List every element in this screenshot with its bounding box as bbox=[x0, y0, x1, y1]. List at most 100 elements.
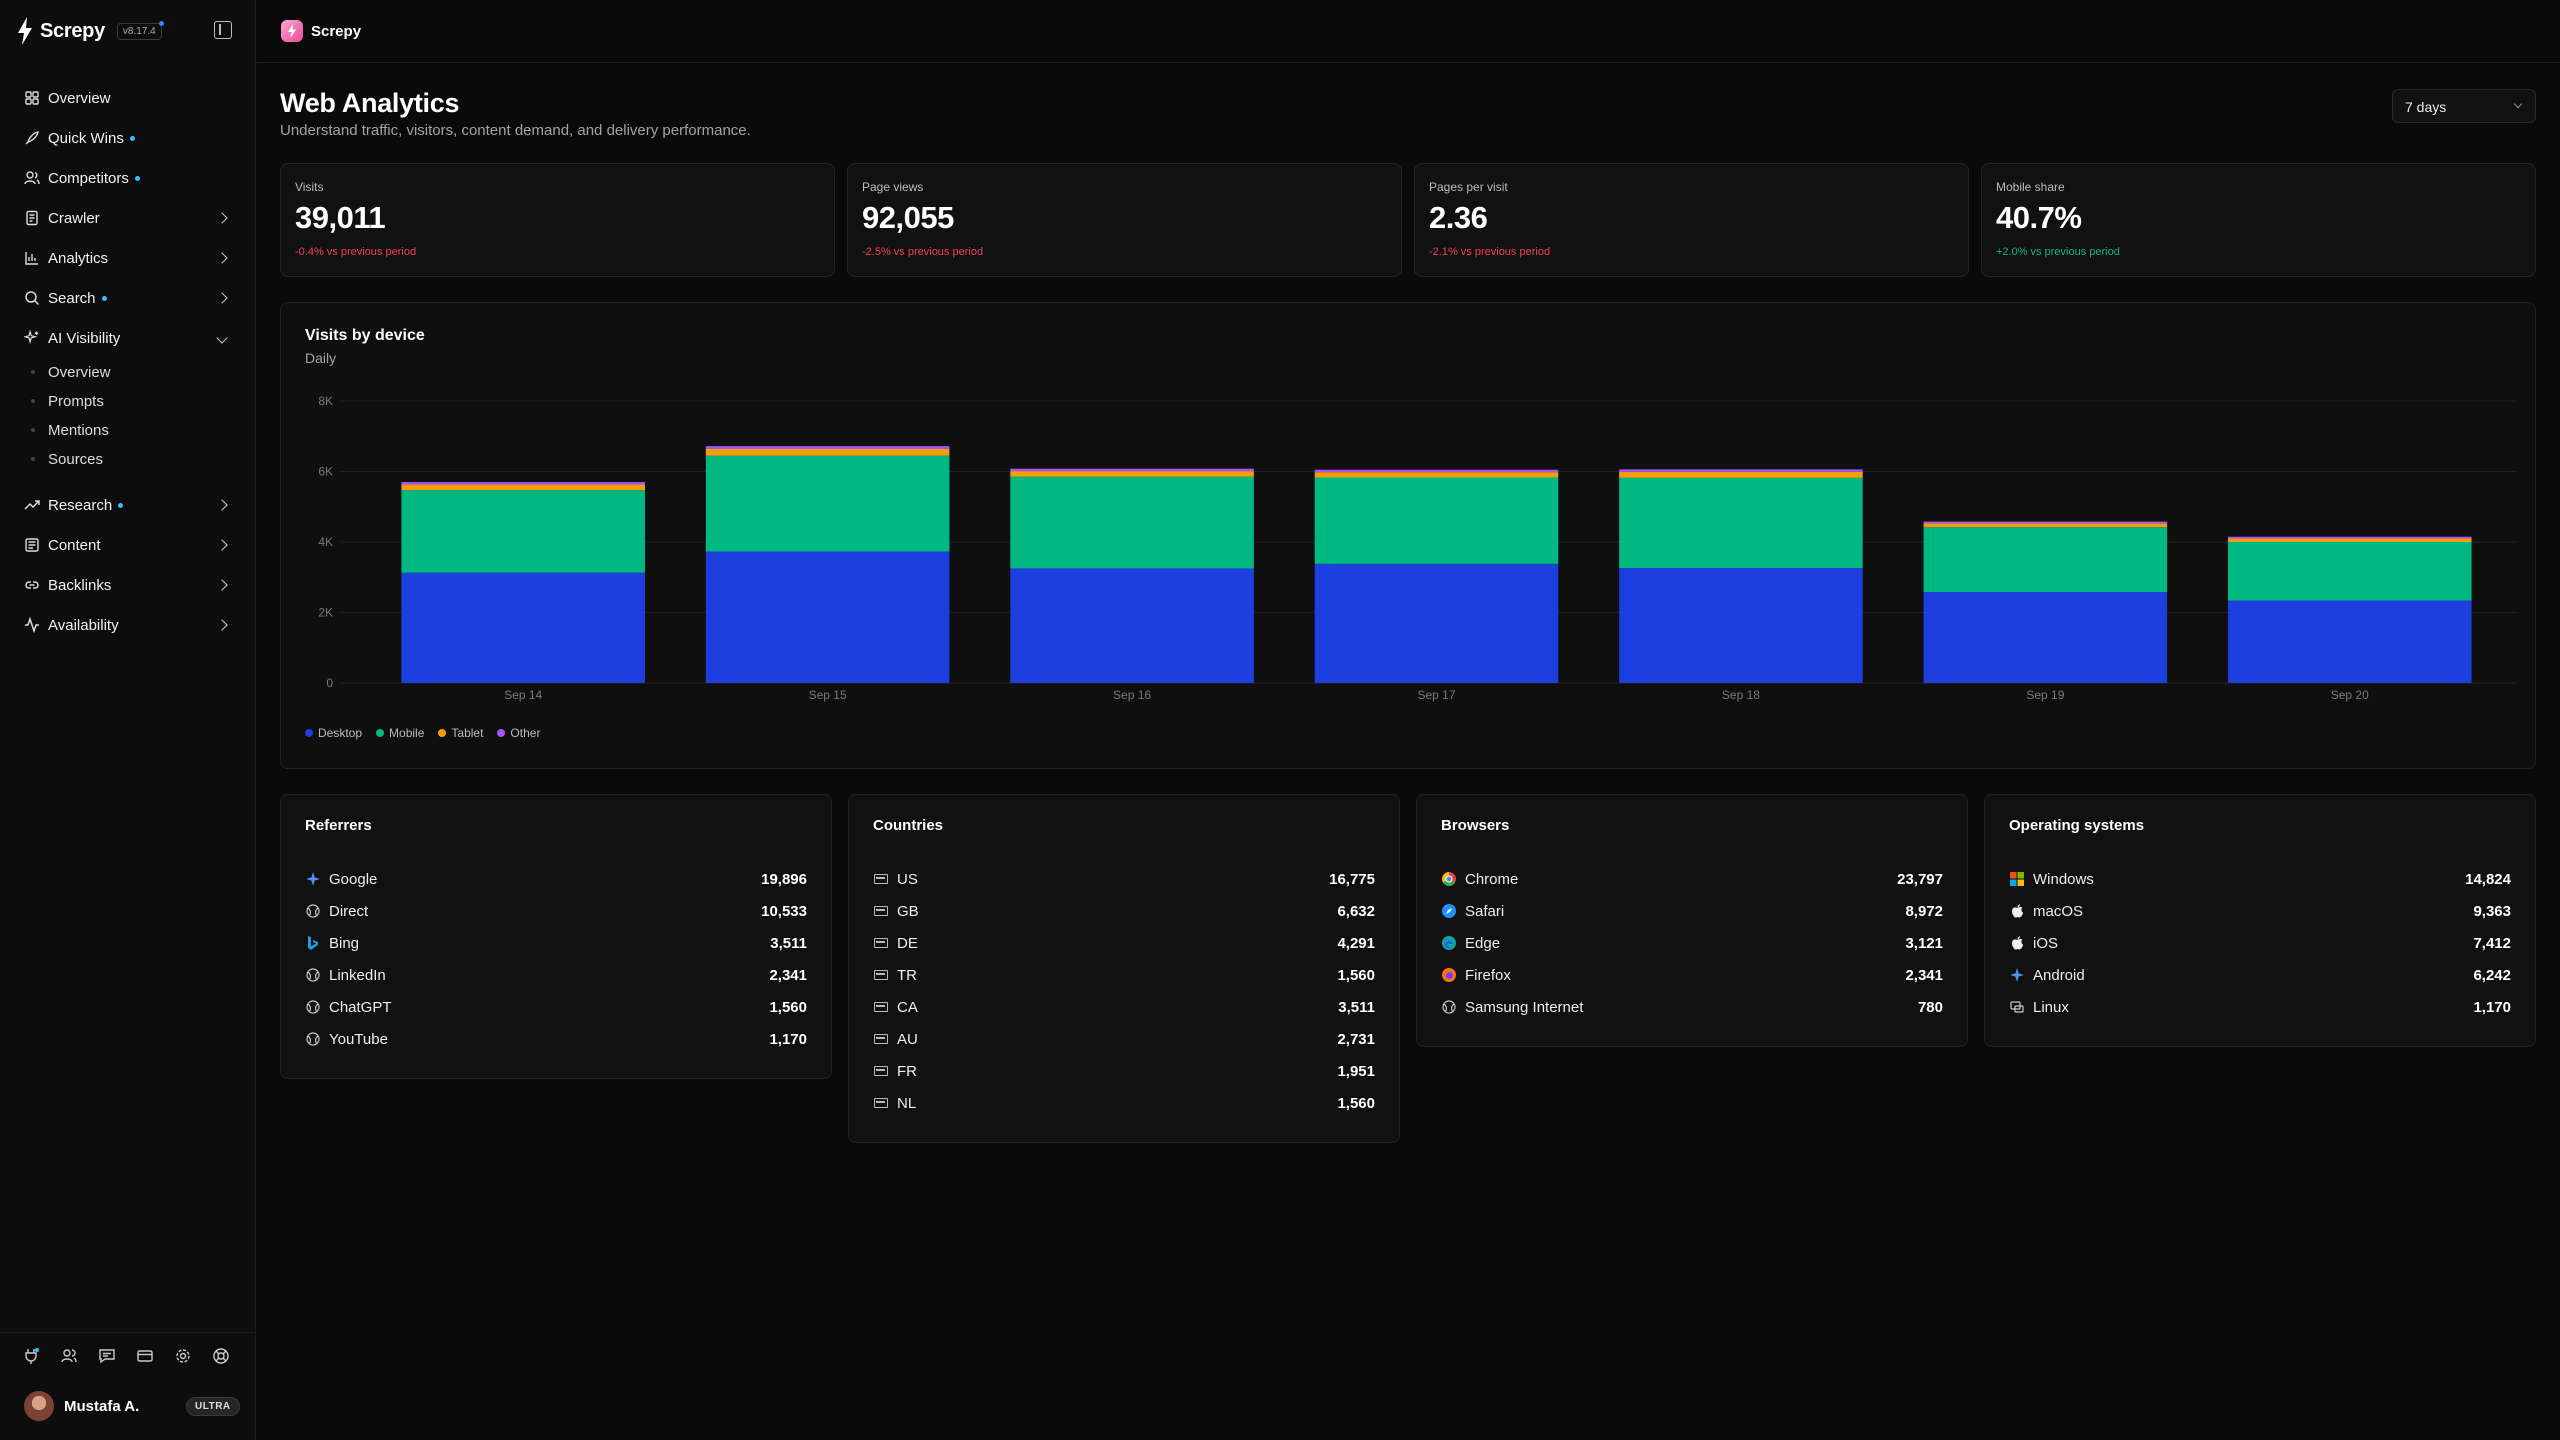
list-item[interactable]: Linux 1,170 bbox=[2009, 991, 2511, 1023]
legend-item-other[interactable]: Other bbox=[497, 726, 540, 740]
bar-segment-mobile bbox=[401, 490, 645, 573]
sidebar-item-search[interactable]: Search bbox=[0, 278, 256, 318]
list-item[interactable]: Edge 3,121 bbox=[1441, 927, 1943, 959]
item-value: 8,972 bbox=[1905, 902, 1943, 920]
legend-swatch bbox=[497, 729, 506, 737]
list-item[interactable]: CA 3,511 bbox=[873, 991, 1375, 1023]
list-item[interactable]: TR 1,560 bbox=[873, 959, 1375, 991]
help-icon[interactable] bbox=[212, 1347, 230, 1365]
legend-item-desktop[interactable]: Desktop bbox=[305, 726, 362, 740]
new-dot bbox=[118, 502, 124, 508]
list-item[interactable]: AU 2,731 bbox=[873, 1023, 1375, 1055]
list-item[interactable]: Google 19,896 bbox=[305, 863, 807, 895]
sidebar-toggle-icon[interactable] bbox=[214, 21, 232, 39]
plan-badge: ULTRA bbox=[186, 1397, 240, 1416]
user-menu[interactable]: Mustafa A. bbox=[24, 1391, 139, 1421]
sidebar-item-competitors[interactable]: Competitors bbox=[0, 158, 256, 198]
list-item[interactable]: YouTube 1,170 bbox=[305, 1023, 807, 1055]
plug-icon[interactable] bbox=[22, 1347, 40, 1365]
windows-icon bbox=[2009, 871, 2025, 887]
browsers-panel: Browsers Chrome 23,797 Safari 8,972 Edge 3,… bbox=[1416, 794, 1968, 1047]
sidebar-item-backlinks[interactable]: Backlinks bbox=[0, 565, 256, 605]
referrers-panel: Referrers Google 19,896 Direct 10,533 Bing… bbox=[280, 794, 832, 1079]
sidebar-subitem-sources[interactable]: Sources bbox=[0, 445, 256, 474]
x-tick-label: Sep 16 bbox=[1113, 688, 1151, 702]
item-name: LinkedIn bbox=[329, 966, 386, 984]
legend-label: Other bbox=[510, 726, 541, 740]
brand[interactable]: Screpy v8.17.4 bbox=[16, 16, 164, 46]
item-value: 19,896 bbox=[761, 870, 807, 888]
legend-label: Desktop bbox=[318, 726, 363, 740]
list-item[interactable]: NL 1,560 bbox=[873, 1087, 1375, 1119]
sidebar-item-quick-wins[interactable]: Quick Wins bbox=[0, 118, 256, 158]
item-value: 10,533 bbox=[761, 902, 807, 920]
list-item[interactable]: DE 4,291 bbox=[873, 927, 1375, 959]
visits-by-device-chart-card: Visits by device Daily 0 2K 4K 6K 8K Sep 14 Se… bbox=[280, 302, 2536, 769]
list-item[interactable]: Safari 8,972 bbox=[1441, 895, 1943, 927]
list-item[interactable]: LinkedIn 2,341 bbox=[305, 959, 807, 991]
bar-segment-desktop bbox=[1619, 568, 1863, 683]
bar-segment-desktop bbox=[401, 572, 645, 683]
sidebar-item-availability[interactable]: Availability bbox=[0, 605, 256, 645]
sidebar-item-overview[interactable]: Overview bbox=[0, 78, 256, 118]
item-value: 3,511 bbox=[1338, 998, 1375, 1016]
referrers-list: Google 19,896 Direct 10,533 Bing 3,511 Link… bbox=[305, 863, 807, 1055]
item-name: Linux bbox=[2033, 998, 2069, 1016]
list-item[interactable]: Windows 14,824 bbox=[2009, 863, 2511, 895]
list-item[interactable]: iOS 7,412 bbox=[2009, 927, 2511, 959]
chevron-right-icon bbox=[216, 252, 228, 264]
list-item[interactable]: US 16,775 bbox=[873, 863, 1375, 895]
sidebar-subitem-mentions[interactable]: Mentions bbox=[0, 416, 256, 445]
sidebar-nav: Overview Quick Wins Competitors Crawler … bbox=[0, 78, 256, 645]
bar-segment-other bbox=[1314, 469, 1559, 473]
sidebar-item-crawler[interactable]: Crawler bbox=[0, 198, 256, 238]
workspace-logo-icon[interactable] bbox=[281, 20, 303, 42]
grid-icon bbox=[25, 91, 39, 105]
users-icon bbox=[24, 171, 40, 185]
google-icon bbox=[305, 871, 321, 887]
chevron-down-icon bbox=[216, 332, 228, 344]
list-item[interactable]: Bing 3,511 bbox=[305, 927, 807, 959]
list-item[interactable]: Chrome 23,797 bbox=[1441, 863, 1943, 895]
legend-item-mobile[interactable]: Mobile bbox=[376, 726, 424, 740]
sidebar-subitem-prompts[interactable]: Prompts bbox=[0, 387, 256, 416]
workspace-name[interactable]: Screpy bbox=[311, 22, 362, 40]
bar-segment-tablet bbox=[1923, 523, 2168, 528]
list-item[interactable]: macOS 9,363 bbox=[2009, 895, 2511, 927]
chat-icon[interactable] bbox=[98, 1347, 116, 1365]
sidebar-item-ai-visibility[interactable]: AI Visibility bbox=[0, 318, 256, 358]
brand-name: Screpy bbox=[40, 19, 105, 42]
kpi-delta: -2.5% vs previous period bbox=[862, 246, 984, 258]
item-value: 16,775 bbox=[1329, 870, 1375, 888]
sidebar-item-analytics[interactable]: Analytics bbox=[0, 238, 256, 278]
legend-item-tablet[interactable]: Tablet bbox=[438, 726, 483, 740]
list-item[interactable]: Direct 10,533 bbox=[305, 895, 807, 927]
list-item[interactable]: Firefox 2,341 bbox=[1441, 959, 1943, 991]
sidebar-subitem-overview[interactable]: Overview bbox=[0, 358, 256, 387]
document-icon bbox=[26, 210, 38, 226]
list-item[interactable]: FR 1,951 bbox=[873, 1055, 1375, 1087]
bar-segment-desktop bbox=[705, 551, 950, 683]
y-tick-label: 2K bbox=[318, 606, 333, 620]
settings-icon[interactable] bbox=[174, 1347, 192, 1365]
sidebar-item-label: Quick Wins bbox=[48, 129, 124, 147]
list-item[interactable]: Samsung Internet 780 bbox=[1441, 991, 1943, 1023]
list-item[interactable]: GB 6,632 bbox=[873, 895, 1375, 927]
bar-segment-mobile bbox=[1923, 527, 2168, 593]
sidebar-item-research[interactable]: Research bbox=[0, 485, 256, 525]
bar-chart-icon bbox=[25, 252, 38, 265]
flag-icon bbox=[873, 1063, 889, 1079]
list-item[interactable]: Android 6,242 bbox=[2009, 959, 2511, 991]
billing-icon[interactable] bbox=[136, 1347, 154, 1365]
sidebar-item-label: Crawler bbox=[48, 209, 100, 227]
topbar: Screpy bbox=[257, 0, 2560, 63]
item-name: ChatGPT bbox=[329, 998, 392, 1016]
team-icon[interactable] bbox=[60, 1347, 78, 1365]
list-item[interactable]: ChatGPT 1,560 bbox=[305, 991, 807, 1023]
chevron-right-icon bbox=[216, 499, 228, 511]
item-name: FR bbox=[897, 1062, 917, 1080]
item-name: macOS bbox=[2033, 902, 2084, 920]
date-range-select[interactable]: 7 days bbox=[2392, 89, 2536, 123]
sidebar-item-content[interactable]: Content bbox=[0, 525, 256, 565]
item-value: 2,341 bbox=[1905, 966, 1943, 984]
